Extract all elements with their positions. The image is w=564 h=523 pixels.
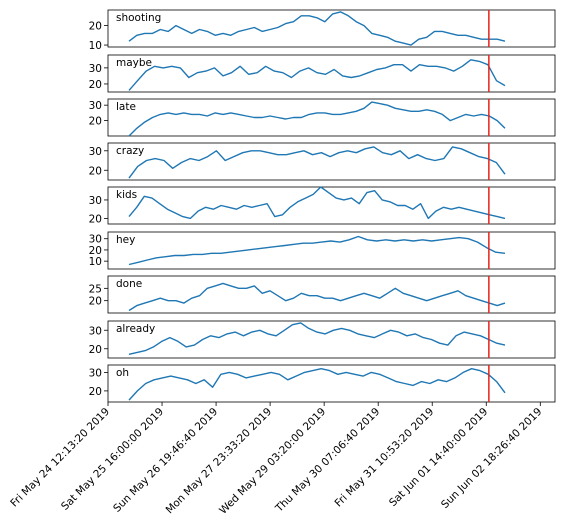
- panel-frame-crazy: [107, 142, 556, 181]
- series-line-hey: [128, 235, 506, 266]
- xtick-label-5: Thu May 30 07:06:40 2019: [273, 406, 383, 516]
- ytick-label-maybe-30: 30: [89, 63, 102, 75]
- xtick-label-6: Fri May 31 10:53:20 2019: [333, 406, 437, 510]
- panel-label-hey: hey: [116, 234, 135, 246]
- panel-label-kids: kids: [116, 189, 137, 201]
- ytick-label-hey-30: 30: [89, 234, 102, 246]
- ytick-label-crazy-30: 30: [89, 146, 102, 158]
- xtick-label-4: Wed May 29 03:20:00 2019: [217, 406, 328, 517]
- panel-label-already: already: [116, 323, 155, 335]
- ytick-label-maybe-20: 20: [89, 79, 102, 91]
- panel-label-crazy: crazy: [116, 145, 144, 157]
- ytick-label-late-20: 20: [89, 116, 102, 128]
- xtick-label-2: Sun May 26 19:46:40 2019: [111, 406, 220, 515]
- series-line-done: [128, 282, 506, 312]
- ytick-label-late-30: 30: [89, 100, 102, 112]
- panel-label-maybe: maybe: [116, 57, 152, 69]
- ytick-label-oh-20: 20: [89, 386, 102, 398]
- panel-frame-shooting: [107, 9, 556, 48]
- panel-label-done: done: [116, 278, 142, 290]
- ytick-label-already-20: 20: [89, 344, 102, 356]
- panel-frame-hey: [107, 231, 556, 270]
- xtick-label-1: Sat May 25 16:00:00 2019: [59, 406, 166, 513]
- ytick-label-shooting-20: 20: [89, 21, 102, 33]
- ytick-label-done-20: 20: [89, 296, 102, 308]
- series-line-late: [128, 101, 506, 137]
- xtick-label-3: Mon May 27 23:33:20 2019: [164, 406, 275, 517]
- series-line-oh: [128, 368, 506, 401]
- ytick-label-shooting-10: 10: [89, 40, 102, 52]
- xtick-label-0: Fri May 24 12:13:20 2019: [8, 406, 112, 510]
- series-line-shooting: [128, 11, 506, 46]
- ytick-label-oh-30: 30: [89, 367, 102, 379]
- panel-frame-late: [107, 98, 556, 137]
- ytick-label-kids-30: 30: [89, 195, 102, 207]
- panel-frame-maybe: [107, 54, 556, 93]
- series-line-maybe: [128, 59, 506, 91]
- xtick-label-8: Sun Jun 02 18:26:40 2019: [439, 406, 544, 511]
- panel-label-oh: oh: [116, 367, 129, 379]
- ytick-label-done-25: 25: [89, 283, 102, 295]
- ytick-label-hey-10: 10: [89, 256, 102, 268]
- ytick-label-crazy-20: 20: [89, 165, 102, 177]
- panel-frame-done: [107, 275, 556, 314]
- ytick-label-hey-20: 20: [89, 245, 102, 257]
- ytick-label-kids-20: 20: [89, 213, 102, 225]
- series-line-already: [128, 322, 506, 355]
- panel-label-shooting: shooting: [116, 12, 161, 24]
- xtick-label-7: Sat Jun 01 14:40:00 2019: [387, 406, 490, 509]
- panel-frame-kids: [107, 186, 556, 225]
- panel-frame-oh: [107, 364, 556, 403]
- series-line-kids: [128, 186, 506, 220]
- panel-label-late: late: [116, 101, 136, 113]
- ytick-label-already-30: 30: [89, 325, 102, 337]
- series-line-crazy: [128, 146, 506, 179]
- panel-frame-already: [107, 320, 556, 359]
